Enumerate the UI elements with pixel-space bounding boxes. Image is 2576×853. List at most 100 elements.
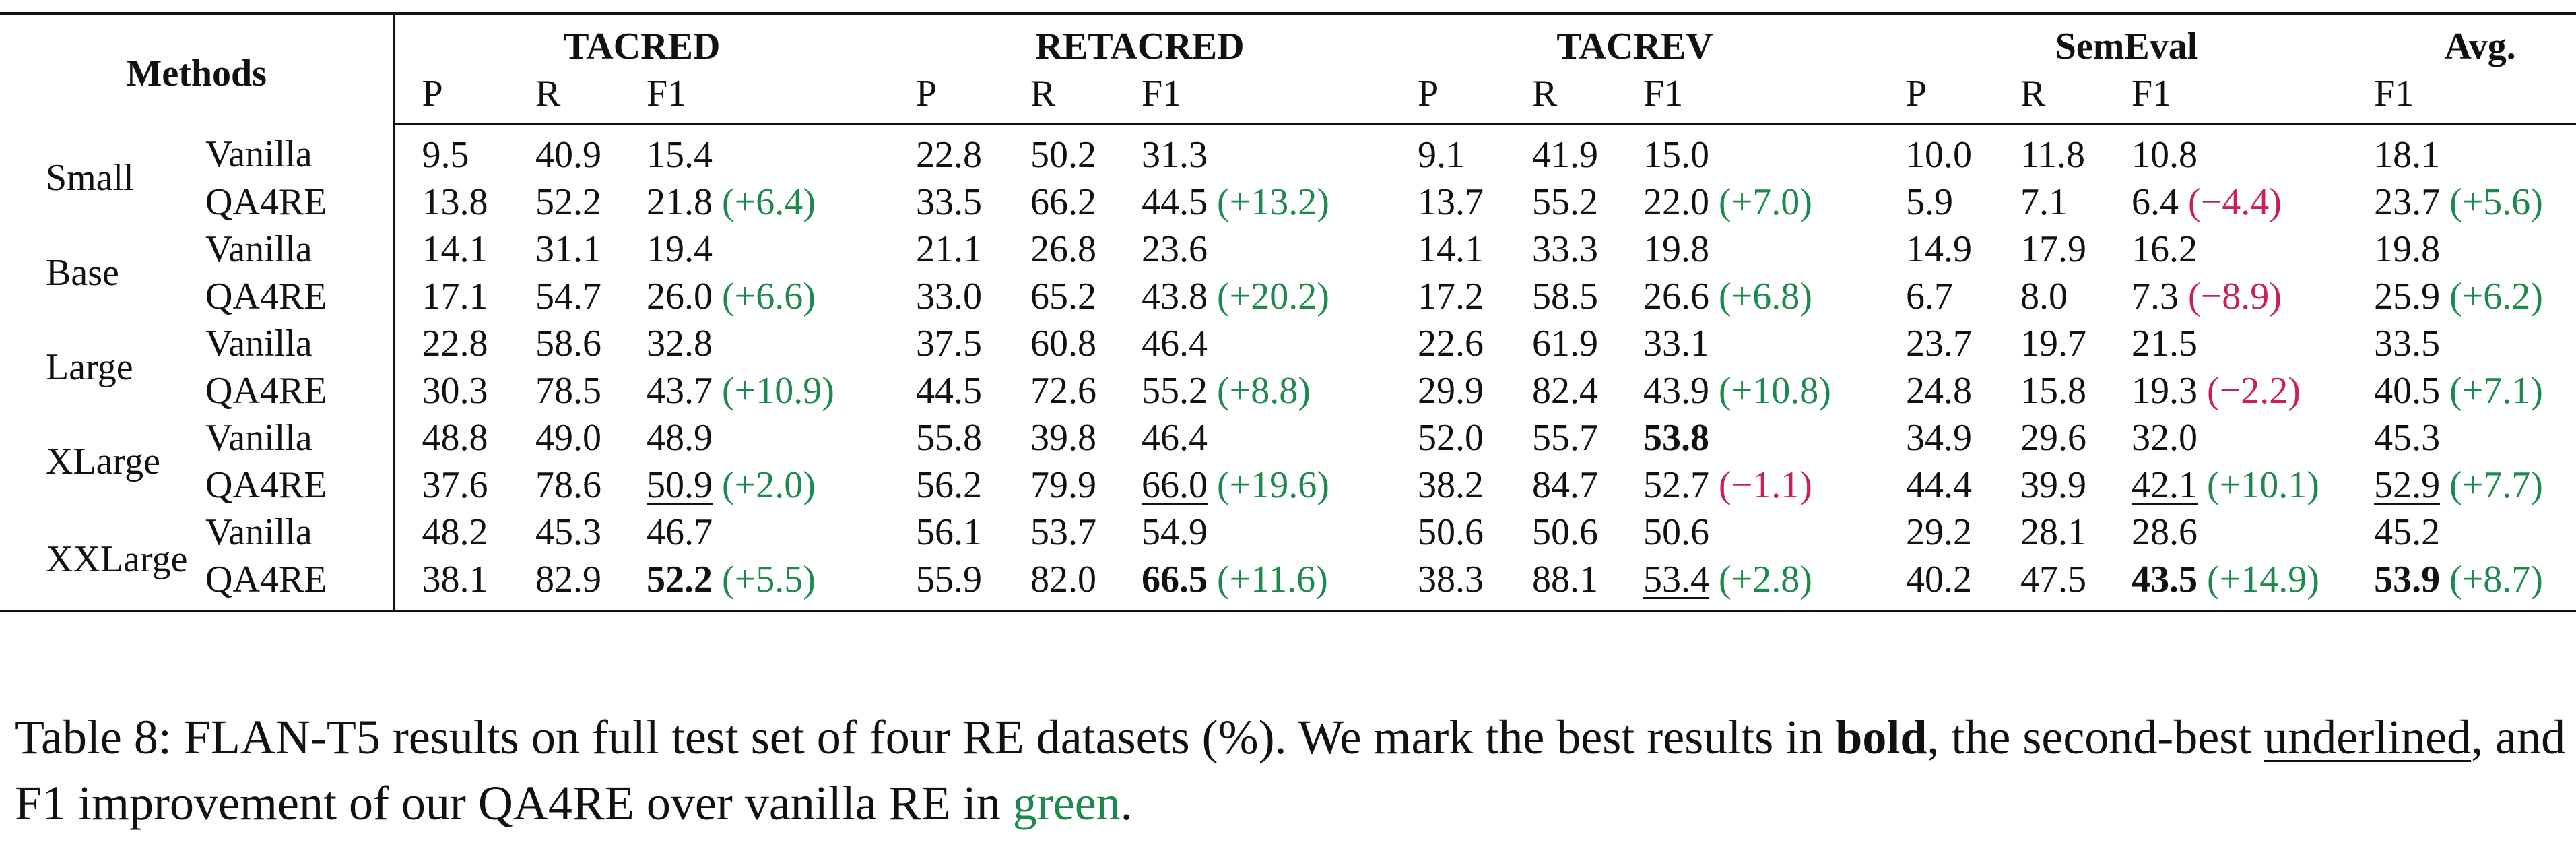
f1-delta: (+5.6) [2449, 181, 2543, 223]
header-r: R [1010, 70, 1122, 125]
cell-value: 33.1 [1643, 323, 1710, 365]
table-cell: 22.8 [394, 320, 515, 367]
table-cell: 82.4 [1512, 367, 1623, 414]
header-tacrev: TACREV [1556, 26, 1713, 67]
cell-value: 33.5 [916, 181, 983, 223]
cell-value: 17.1 [422, 276, 488, 317]
table-cell: 19.4 [626, 226, 889, 273]
f1-delta: (+19.6) [1217, 464, 1329, 506]
cell-value: 48.8 [422, 417, 488, 459]
table-cell: 23.7 [1879, 320, 2000, 367]
cell-value: 22.8 [916, 134, 983, 176]
table-cell: 50.6 [1623, 509, 1879, 556]
table-cell: 17.1 [394, 273, 515, 320]
f1-delta: (+7.1) [2449, 370, 2543, 412]
header-r: R [515, 70, 627, 125]
table-cell: 52.2 [515, 179, 626, 226]
table-cell: 52.0 [1391, 414, 1512, 462]
table-cell: 32.8 [626, 320, 889, 367]
table-row: QA4RE 30.3 78.5 43.7 (+10.9) 44.5 72.6 55.2 (+… [0, 367, 2576, 414]
cell-value: 11.8 [2020, 134, 2085, 176]
table-cell: 48.8 [394, 414, 515, 462]
table-cell: 61.9 [1512, 320, 1623, 367]
table-cell: 21.1 [889, 226, 1010, 273]
cell-value: 88.1 [1532, 559, 1599, 600]
f1-delta: (−8.9) [2188, 276, 2282, 317]
cell-value: 82.4 [1532, 370, 1599, 412]
table-cell: 15.4 [626, 124, 889, 179]
cell-value: 24.8 [1906, 370, 1973, 412]
table-cell: 41.9 [1512, 124, 1623, 179]
table-cell: 66.5 (+11.6) [1121, 556, 1391, 611]
cell-value: 29.2 [1906, 511, 1973, 553]
table-cell: 60.8 [1010, 320, 1121, 367]
method-label: QA4RE [199, 367, 395, 414]
table-cell: 14.9 [1879, 226, 2000, 273]
table-cell: 82.0 [1010, 556, 1121, 611]
table-cell: 24.8 [1879, 367, 2000, 414]
cell-value: 49.0 [535, 417, 602, 459]
f1-delta: (+8.8) [1217, 370, 1311, 412]
table-row: XLarge Vanilla 48.8 49.0 48.9 55.8 39.8 46.4 52.… [0, 414, 2576, 482]
table-cell: 46.4 [1121, 320, 1391, 367]
table-cell: 46.7 [626, 509, 889, 556]
f1-delta: (+6.8) [1719, 276, 1812, 317]
cell-value: 52.7 [1643, 464, 1710, 506]
method-label: Vanilla [199, 509, 395, 556]
cell-value: 46.4 [1142, 417, 1208, 459]
cell-value: 40.2 [1906, 559, 1973, 600]
table-cell: 28.6 [2111, 509, 2374, 556]
cell-value: 50.6 [1532, 511, 1599, 553]
table-cell: 50.6 [1391, 509, 1512, 556]
table-row: QA4RE 37.6 78.6 50.9 (+2.0) 56.2 79.9 66.0 (+1… [0, 462, 2576, 509]
caption-prefix: Table 8: FLAN-T5 results on full test se… [15, 710, 1836, 764]
cell-value: 44.5 [1142, 181, 1208, 223]
table-cell: 88.1 [1512, 556, 1623, 611]
table-cell: 46.4 [1121, 414, 1391, 462]
header-p: P [1391, 70, 1513, 125]
table-cell: 65.2 [1010, 273, 1121, 320]
cell-value: 14.1 [1418, 228, 1484, 270]
cell-value: 45.3 [535, 511, 602, 553]
cell-value: 30.3 [422, 370, 488, 412]
table-cell: 34.9 [1879, 414, 2000, 462]
f1-delta: (+7.7) [2449, 464, 2543, 506]
table-cell: 10.0 [1879, 124, 2000, 179]
cell-value: 33.3 [1532, 228, 1599, 270]
table-cell: 15.8 [2000, 367, 2111, 414]
table-cell: 19.8 [1623, 226, 1879, 273]
cell-value: 56.1 [916, 511, 983, 553]
header-p: P [394, 70, 516, 125]
method-label: Vanilla [199, 123, 395, 179]
table-cell: 55.8 [889, 414, 1010, 462]
table-cell: 9.1 [1391, 124, 1512, 179]
header-r: R [2000, 70, 2112, 125]
cell-value: 52.2 [647, 559, 713, 600]
table-cell: 19.7 [2000, 320, 2111, 367]
cell-value: 22.0 [1643, 181, 1710, 223]
cell-value: 28.1 [2020, 511, 2087, 553]
cell-value: 31.1 [535, 228, 602, 270]
table-cell: 10.8 [2111, 124, 2374, 179]
cell-value: 43.7 [647, 370, 713, 412]
cell-value: 54.7 [535, 276, 602, 317]
table-cell: 72.6 [1010, 367, 1121, 414]
cell-value: 43.8 [1142, 276, 1208, 317]
cell-value: 9.1 [1418, 134, 1465, 176]
table-cell: 32.0 [2111, 414, 2374, 462]
table-cell: 22.6 [1391, 320, 1512, 367]
cell-value: 60.8 [1030, 323, 1097, 365]
table-cell: 33.3 [1512, 226, 1623, 273]
model-size-label: Small [46, 157, 134, 199]
cell-value: 5.9 [1906, 181, 1954, 223]
cell-value: 26.0 [647, 276, 713, 317]
cell-value: 19.4 [647, 228, 713, 270]
table-cell: 21.8 (+6.4) [626, 179, 889, 226]
table-cell: 47.5 [2000, 556, 2111, 611]
table-cell: 78.6 [515, 462, 626, 509]
table-cell: 55.2 (+8.8) [1121, 367, 1391, 414]
table-cell: 31.3 [1121, 124, 1391, 179]
cell-value: 37.6 [422, 464, 488, 506]
cell-value: 22.8 [422, 323, 488, 365]
cell-value: 58.5 [1532, 276, 1599, 317]
